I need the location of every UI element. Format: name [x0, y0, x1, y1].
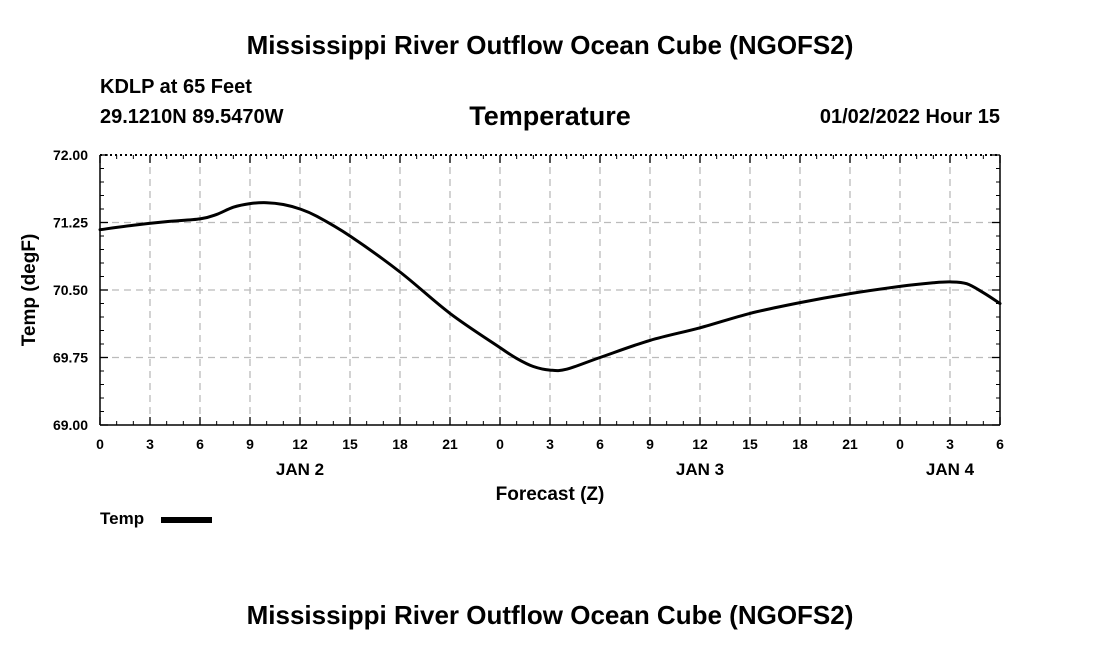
x-tick-label: 12: [292, 436, 308, 452]
x-tick-label: 21: [442, 436, 458, 452]
x-tick-label: 9: [646, 436, 654, 452]
y-tick-label: 69.00: [53, 417, 88, 433]
y-tick-label: 72.00: [53, 147, 88, 163]
x-tick-label: 6: [996, 436, 1004, 452]
day-label: JAN 3: [676, 460, 724, 479]
coordinates-label: 29.1210N 89.5470W: [100, 106, 284, 128]
x-tick-label: 6: [596, 436, 604, 452]
x-tick-label: 3: [546, 436, 554, 452]
legend-line-swatch: [161, 517, 212, 523]
x-tick-label: 15: [342, 436, 358, 452]
x-tick-label: 15: [742, 436, 758, 452]
y-tick-label: 69.75: [53, 350, 88, 366]
x-tick-label: 18: [792, 436, 808, 452]
page-title: Mississippi River Outflow Ocean Cube (NG…: [246, 30, 854, 60]
legend-label: Temp: [100, 509, 145, 528]
x-tick-label: 21: [842, 436, 858, 452]
x-tick-label: 9: [246, 436, 254, 452]
x-tick-label: 0: [896, 436, 904, 452]
y-axis-label: Temp (degF): [19, 234, 40, 347]
station-label: KDLP at 65 Feet: [100, 76, 252, 98]
day-label: JAN 2: [276, 460, 324, 479]
y-tick-label: 70.50: [53, 282, 88, 298]
y-tick-label: 71.25: [53, 215, 88, 231]
chart-title: Temperature: [469, 101, 631, 131]
run-time-label: 01/02/2022 Hour 15: [819, 106, 1000, 128]
x-tick-label: 3: [146, 436, 154, 452]
x-tick-label: 12: [692, 436, 708, 452]
day-label: JAN 4: [926, 460, 975, 479]
x-tick-label: 6: [196, 436, 204, 452]
x-tick-label: 3: [946, 436, 954, 452]
x-axis-label: Forecast (Z): [496, 484, 605, 505]
x-tick-label: 18: [392, 436, 408, 452]
repeat-title: Mississippi River Outflow Ocean Cube (NG…: [246, 600, 854, 630]
x-tick-label: 0: [496, 436, 504, 452]
x-tick-label: 0: [96, 436, 104, 452]
series-line-temp: [98, 201, 1002, 373]
